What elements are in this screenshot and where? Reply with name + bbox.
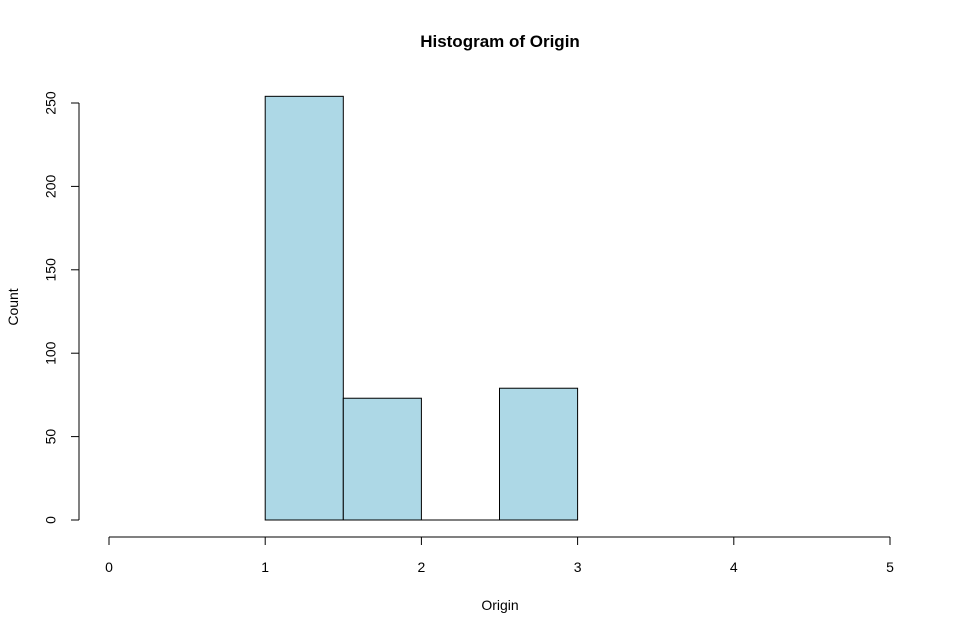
bar-bin-1 (342, 397, 422, 521)
x-axis: 0 1 2 3 4 5 (105, 536, 894, 575)
bar-bin-0 (264, 95, 344, 521)
chart-title: Histogram of Origin (420, 32, 580, 51)
x-tick-label: 3 (574, 559, 582, 575)
x-tick-label: 2 (418, 559, 426, 575)
x-tick-label: 1 (261, 559, 269, 575)
y-tick-label: 100 (43, 341, 59, 365)
x-tick-label: 5 (886, 559, 894, 575)
y-tick-label: 0 (43, 516, 59, 524)
histogram-bars (264, 95, 579, 521)
x-tick-label: 4 (730, 559, 738, 575)
y-axis: 0 50 100 150 200 250 (43, 91, 80, 524)
bar-bin-3 (499, 387, 579, 521)
y-axis-label: Count (5, 288, 21, 325)
y-tick-label: 150 (43, 258, 59, 282)
x-axis-label: Origin (481, 597, 518, 613)
x-tick-label: 0 (105, 559, 113, 575)
y-tick-label: 250 (43, 91, 59, 115)
y-tick-label: 50 (43, 429, 59, 445)
y-tick-label: 200 (43, 175, 59, 199)
